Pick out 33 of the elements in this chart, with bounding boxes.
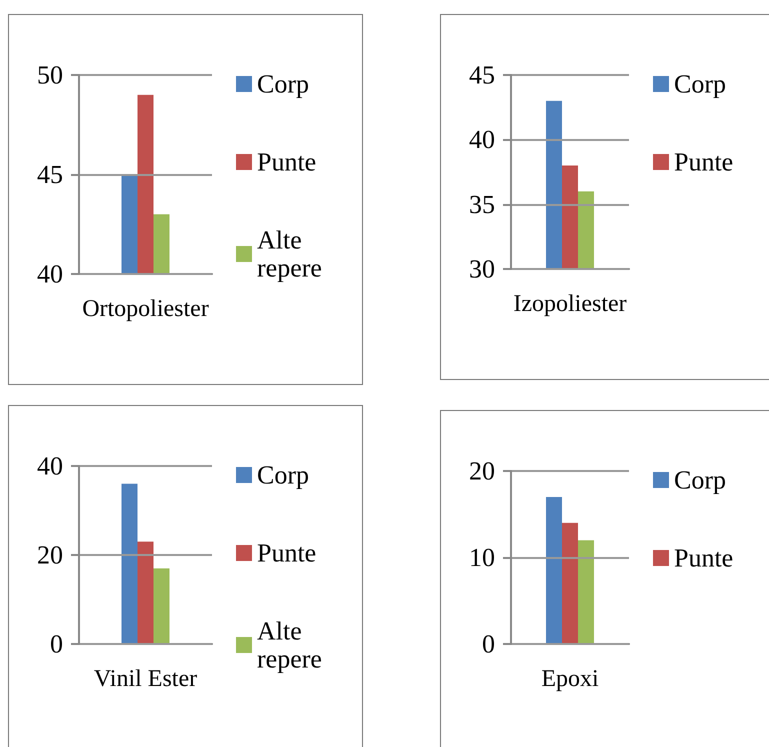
y-tick-label: 0 <box>482 630 495 658</box>
y-tick-label: 40 <box>37 452 63 480</box>
legend-label: Punte <box>257 538 316 568</box>
x-tick-label: Vinil Ester <box>94 666 198 692</box>
bar <box>138 542 154 644</box>
bar <box>546 496 562 644</box>
y-tick-label: 45 <box>37 160 63 189</box>
y-tick-label: 50 <box>37 60 63 90</box>
y-tick-label: 30 <box>469 254 495 284</box>
legend-label: Corp <box>674 70 726 98</box>
y-tick-label: 10 <box>469 543 495 572</box>
y-tick-label: 0 <box>50 630 63 658</box>
bar <box>122 484 138 644</box>
y-tick-label: 35 <box>469 190 495 219</box>
legend-label: Corp <box>257 460 309 490</box>
y-tick-label: 40 <box>469 125 495 154</box>
bar <box>562 522 578 644</box>
legend-label: Alte repere <box>257 616 322 674</box>
bar <box>154 568 170 644</box>
y-tick-label: 45 <box>469 60 495 90</box>
legend-label: Alte repere <box>257 226 322 282</box>
legend-label: Corp <box>257 70 309 98</box>
legend-label: Corp <box>674 466 726 494</box>
x-tick-label: Izopoliester <box>513 291 627 317</box>
y-tick-label: 20 <box>37 540 63 570</box>
y-tick-label: 20 <box>469 456 495 486</box>
x-tick-label: Ortopoliester <box>82 296 209 322</box>
legend-label: Punte <box>674 148 734 176</box>
legend-label: Punte <box>257 148 316 176</box>
x-tick-label: Epoxi <box>541 666 599 692</box>
y-tick-label: 40 <box>37 260 63 288</box>
bar <box>578 540 594 644</box>
legend-label: Punte <box>674 544 734 572</box>
